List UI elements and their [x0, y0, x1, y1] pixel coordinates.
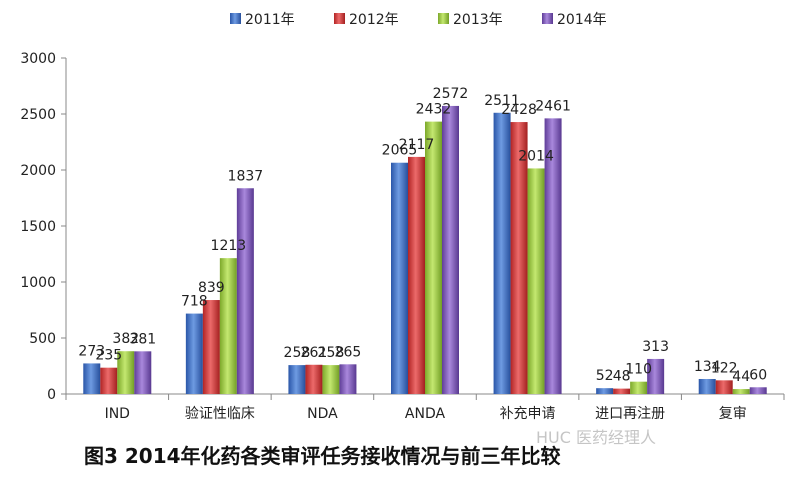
bar-2011年-补充申请 [493, 112, 511, 394]
legend-swatch [542, 13, 553, 24]
bar-2012年-IND [100, 367, 118, 394]
bar-2014年-补充申请 [544, 118, 562, 395]
data-label: 381 [129, 331, 156, 347]
x-tick-label: 验证性临床 [185, 406, 255, 422]
bar-2013年-进口再注册 [630, 381, 648, 394]
bar-2012年-进口再注册 [613, 388, 631, 394]
data-label: 718 [181, 294, 208, 310]
y-tick-label: 3000 [20, 51, 56, 67]
bar-2013年-NDA [322, 365, 340, 394]
data-label: 382 [112, 331, 139, 347]
bar-2013年-补充申请 [527, 168, 545, 394]
data-labels: 2732353823817188391213183725826125826520… [78, 86, 767, 385]
bar-2013年-ANDA [425, 121, 442, 394]
data-label: 1837 [228, 168, 264, 184]
axes: 0 500 1000 1500 2000 2500 3000 IND 验证性临床 NDA ANDA 补… [20, 51, 785, 422]
legend-label: 2014年 [557, 12, 607, 28]
bar-2013年-IND [117, 351, 135, 394]
figure-caption: 图3 2014年化药各类审评任务接收情况与前三年比较 [84, 444, 561, 468]
data-label: 2117 [399, 137, 435, 153]
bar-2012年-ANDA [408, 156, 425, 394]
legend: 2011年 2012年 2013年 2014年 [230, 12, 607, 28]
data-label: 2014 [518, 148, 554, 164]
data-label: 2511 [484, 93, 520, 109]
data-label: 2432 [416, 102, 452, 118]
legend-label: 2011年 [245, 12, 295, 28]
bar-2011年-验证性临床 [185, 313, 203, 394]
data-label: 258 [318, 345, 345, 361]
legend-label: 2012年 [349, 12, 399, 28]
bar-2011年-ANDA [391, 162, 408, 394]
data-label: 44 [732, 369, 750, 385]
bar-2014年-NDA [339, 364, 357, 394]
data-label: 2428 [501, 102, 537, 118]
y-tick-label: 0 [47, 387, 56, 403]
y-tick-label: 500 [29, 331, 56, 347]
data-label: 261 [301, 345, 328, 361]
data-label: 235 [95, 348, 122, 364]
data-label: 839 [198, 280, 225, 296]
watermark: HUC 医药经理人 [536, 428, 657, 447]
data-label: 110 [625, 362, 652, 378]
x-tick-label: 复审 [719, 405, 747, 422]
data-label: 2572 [433, 86, 469, 102]
data-label: 48 [613, 369, 631, 385]
bar-2011年-IND [83, 363, 101, 394]
bar-2013年-复审 [732, 389, 750, 394]
bar-2012年-复审 [715, 380, 733, 394]
data-label: 122 [711, 360, 738, 376]
data-label: 1213 [211, 238, 247, 254]
data-label: 265 [335, 344, 362, 360]
data-label: 52 [596, 368, 614, 384]
y-tick-label: 1000 [20, 275, 56, 291]
bar-2014年-进口再注册 [647, 358, 665, 394]
legend-label: 2013年 [453, 12, 503, 28]
legend-swatch [230, 13, 241, 24]
x-tick-label: 补充申请 [500, 406, 556, 422]
bar-2012年-补充申请 [510, 122, 528, 395]
data-label: 60 [749, 367, 767, 383]
bar-2011年-进口再注册 [596, 388, 614, 394]
bars [83, 105, 767, 395]
bar-2014年-验证性临床 [236, 188, 254, 394]
data-label: 273 [78, 343, 105, 359]
x-tick-label: NDA [307, 406, 338, 422]
x-tick-label: ANDA [405, 406, 446, 422]
bar-chart: 2011年 2012年 2013年 2014年 0 500 1000 1500 2000 250… [20, 12, 785, 422]
y-tick-label: 2000 [20, 163, 56, 179]
bar-2012年-NDA [305, 364, 323, 394]
data-label: 134 [694, 359, 721, 375]
data-label: 313 [642, 339, 669, 355]
legend-swatch [438, 13, 449, 24]
bar-2014年-IND [134, 351, 152, 394]
data-label: 2065 [382, 143, 418, 159]
bar-2011年-复审 [698, 378, 716, 394]
x-tick-label: 进口再注册 [595, 406, 665, 422]
legend-swatch [334, 13, 345, 24]
y-tick-label: 1500 [20, 219, 56, 235]
x-tick-label: IND [105, 406, 130, 422]
bar-2014年-复审 [749, 387, 767, 394]
y-tick-label: 2500 [20, 107, 56, 123]
bar-2013年-验证性临床 [219, 258, 237, 394]
data-label: 2461 [535, 98, 571, 114]
data-label: 258 [284, 345, 311, 361]
bar-2014年-ANDA [442, 105, 459, 394]
bar-2011年-NDA [288, 365, 306, 394]
bar-2012年-验证性临床 [202, 300, 220, 394]
